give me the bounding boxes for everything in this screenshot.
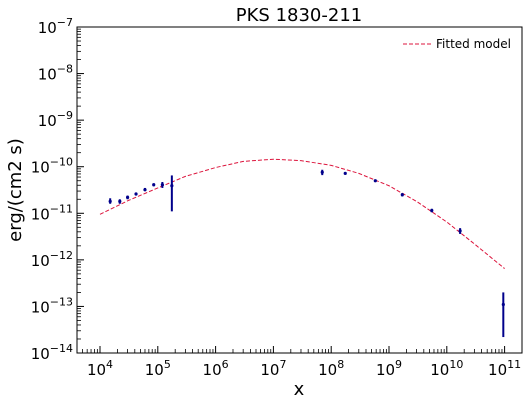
data-point — [343, 171, 347, 175]
fitted-model-line — [99, 158, 505, 269]
legend: Fitted model — [403, 37, 511, 51]
data-point — [458, 229, 462, 233]
y-tick-label: 10−10 — [31, 156, 73, 177]
x-tick-label: 104 — [87, 358, 113, 379]
data-point — [501, 302, 505, 307]
y-axis: 10−14 10−13 10−12 10−11 10−10 10−9 10−8 10−7 — [31, 16, 84, 363]
data-point — [430, 208, 434, 213]
x-axis: 104 105 106 107 108 109 1010 1011 — [82, 346, 521, 379]
x-tick-label: 1011 — [488, 358, 521, 379]
x-tick-label: 106 — [203, 358, 229, 379]
data-point — [373, 179, 377, 183]
y-axis-label: erg/(cm2 s) — [5, 138, 26, 242]
y-tick-label: 10−7 — [38, 16, 73, 37]
data-point — [143, 188, 147, 192]
legend-label-fitted-model: Fitted model — [436, 37, 511, 51]
y-tick-label: 10−9 — [38, 109, 73, 130]
fitted-model-series — [99, 158, 505, 269]
y-tick-label: 10−11 — [31, 202, 73, 223]
data-point — [118, 199, 122, 203]
data-point — [125, 195, 130, 199]
y-tick-label: 10−13 — [31, 295, 73, 316]
x-tick-label: 108 — [318, 358, 344, 379]
data-point — [160, 183, 164, 187]
x-tick-label: 1010 — [430, 358, 463, 379]
data-point — [134, 192, 138, 196]
chart-title: PKS 1830-211 — [236, 5, 362, 26]
data-point — [400, 193, 404, 197]
x-axis-label: x — [294, 379, 305, 400]
data-points-series — [108, 169, 505, 338]
y-tick-label: 10−8 — [38, 63, 73, 84]
data-point — [170, 184, 174, 188]
x-tick-label: 105 — [145, 358, 171, 379]
y-tick-label: 10−14 — [31, 342, 73, 363]
x-tick-label: 109 — [376, 358, 402, 379]
data-point — [108, 199, 112, 203]
x-tick-label: 107 — [260, 358, 286, 379]
data-point — [320, 170, 324, 174]
plot-frame — [76, 26, 523, 354]
y-tick-label: 10−12 — [31, 249, 73, 270]
data-point — [152, 183, 156, 187]
